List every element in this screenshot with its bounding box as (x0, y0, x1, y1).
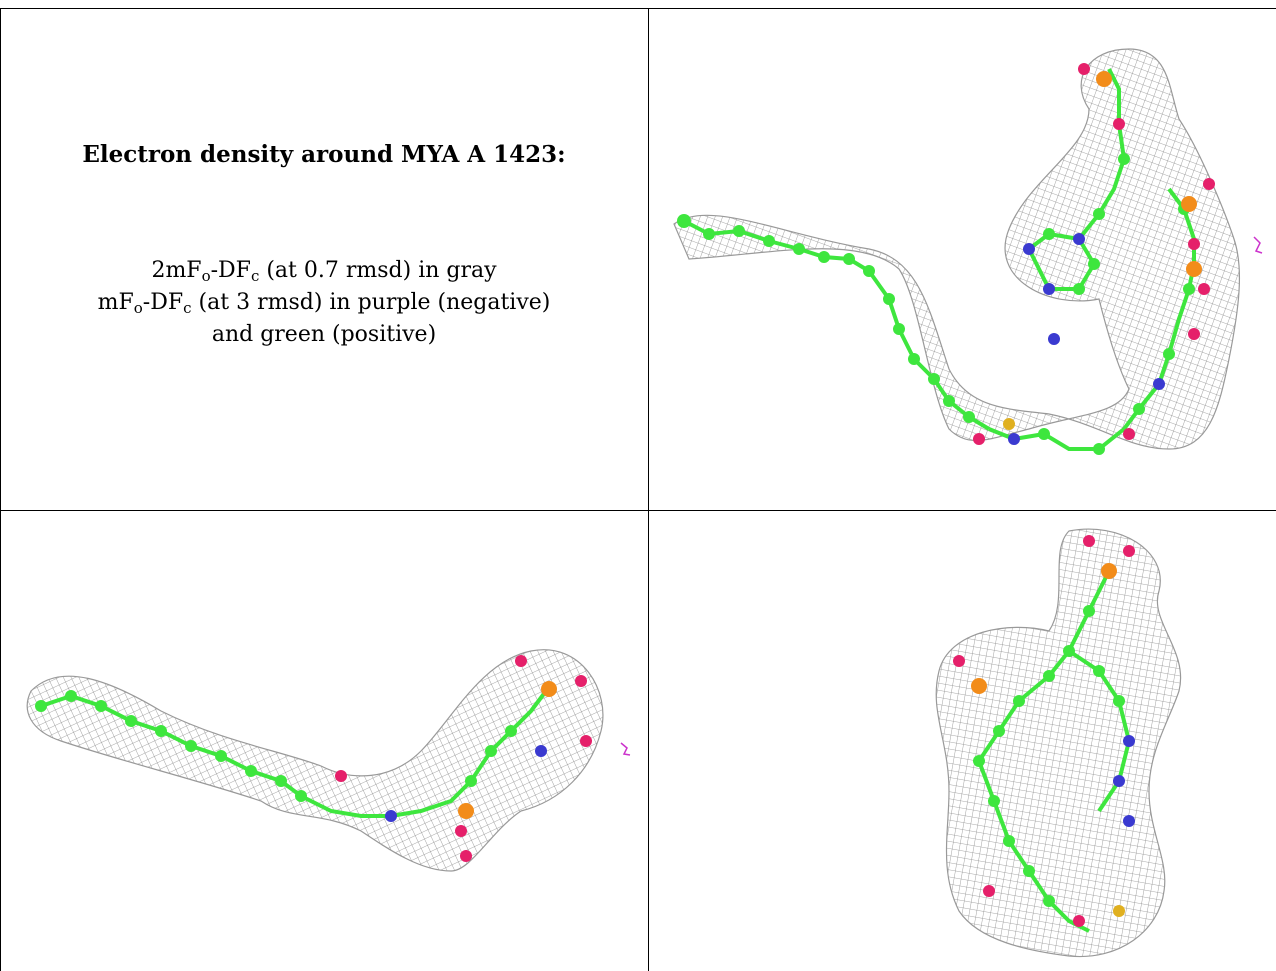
table-border-top (0, 8, 1276, 9)
caption-line-mfo: mFo-DFc (at 3 rmsd) in purple (negative) (97, 290, 551, 317)
caption-description: 2mFo-DFc (at 0.7 rmsd) in gray mFo-DFc (… (0, 255, 648, 351)
negative-density-blob (620, 742, 631, 756)
molecule-atoms-carbon (35, 690, 517, 802)
molecule-atoms-phosphorus (971, 563, 1117, 694)
caption-line-2mfo: 2mFo-DFc (at 0.7 rmsd) in gray (151, 258, 497, 285)
density-view-bottom-left (1, 511, 648, 971)
caption-title: Electron density around MYA A 1423: (82, 141, 566, 168)
molecule-atoms-nitrogen (1113, 735, 1135, 827)
density-view-top-right (649, 9, 1276, 510)
mesh-envelope (935, 528, 1182, 958)
molecule-atoms-nitrogen (385, 745, 547, 822)
molecule-atoms-phosphorus (458, 681, 557, 819)
molecule-atom-sulfur (1003, 418, 1015, 430)
molecule-atoms-nitrogen (1008, 233, 1165, 445)
density-image-3 (935, 528, 1182, 958)
caption-cell: Electron density around MYA A 1423: 2mFo… (0, 8, 648, 510)
table-divider-horizontal (0, 510, 1276, 511)
molecule-atoms-oxygen (953, 535, 1135, 927)
caption-line-green: and green (positive) (211, 322, 437, 347)
table-divider-vertical (648, 8, 649, 971)
molecule-atoms-carbon (677, 153, 1195, 455)
table-border-left (0, 8, 1, 971)
negative-density-blob (1253, 236, 1263, 254)
mesh-envelope (673, 48, 1241, 450)
molecule-atoms-carbon (973, 605, 1125, 907)
molecule-atom-sulfur (1113, 905, 1125, 917)
density-image-2 (26, 649, 631, 872)
density-view-bottom-right (649, 511, 1276, 971)
density-image-1 (673, 48, 1263, 455)
molecule-atoms-oxygen (973, 63, 1215, 445)
molecule-atoms-phosphorus (1096, 71, 1202, 277)
molecule-atoms-oxygen (335, 655, 592, 862)
mesh-envelope (26, 649, 604, 872)
